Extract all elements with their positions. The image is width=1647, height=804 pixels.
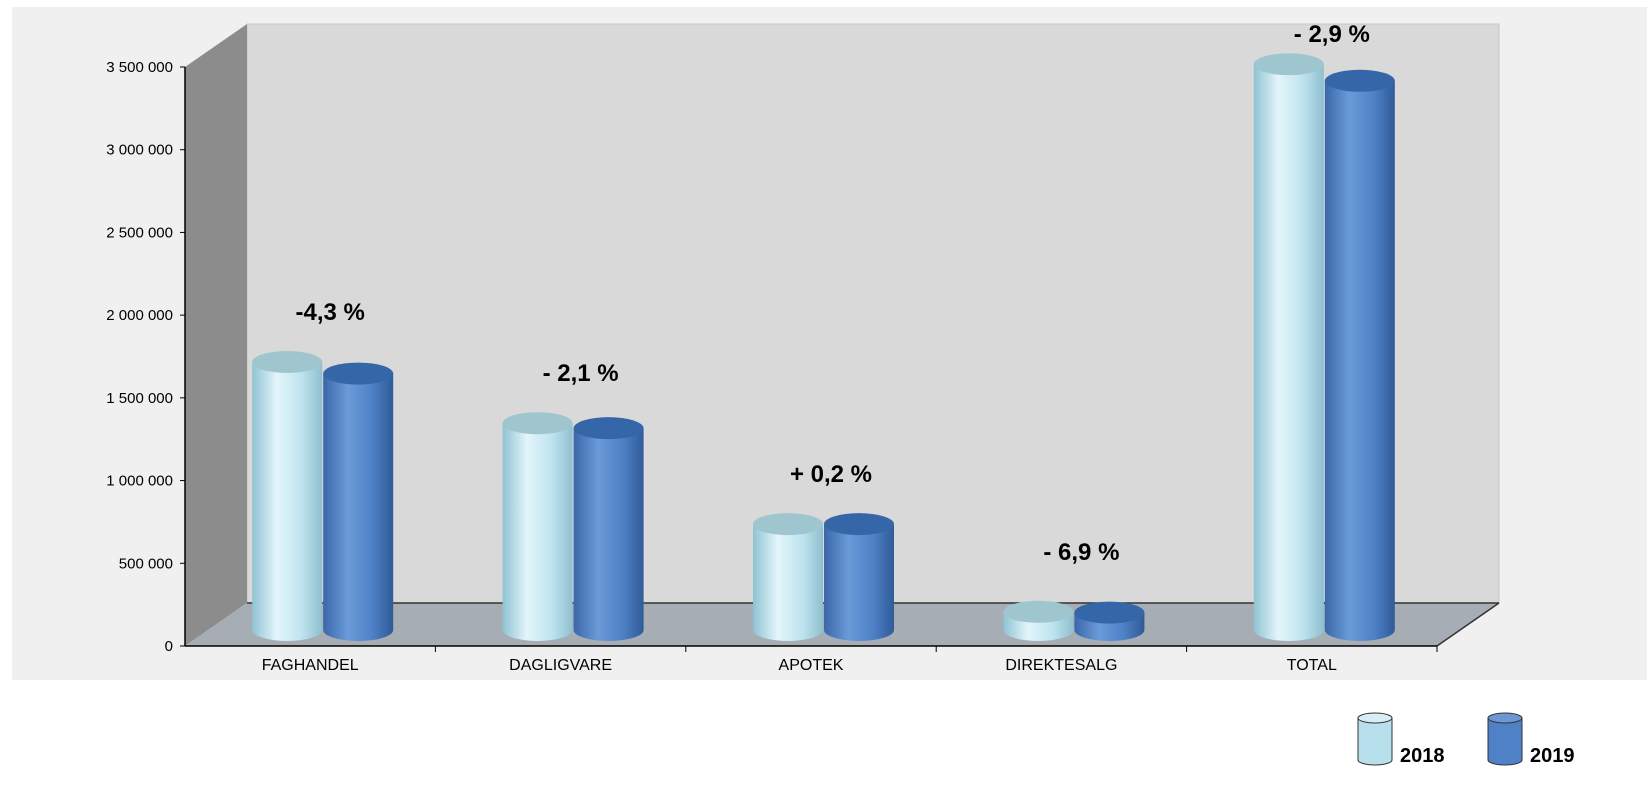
bar-body — [1324, 80, 1395, 641]
legend-swatch — [1487, 717, 1523, 766]
legend-label: 2019 — [1530, 745, 1575, 767]
bar-body — [252, 362, 323, 641]
bar-2018-faghandel — [252, 351, 323, 641]
x-category-label: DIREKTESALG — [1005, 657, 1117, 674]
bar-body — [502, 423, 573, 641]
bar-top — [753, 513, 823, 536]
y-tick-label: 1 000 000 — [106, 473, 173, 490]
bar-2018-apotek — [753, 513, 823, 641]
bar-top — [1074, 601, 1145, 624]
legend-item-2019: 2019 — [1487, 712, 1575, 767]
x-category-label: APOTEK — [779, 657, 844, 674]
y-tick-label: 2 500 000 — [106, 224, 173, 241]
bar-top — [1253, 53, 1324, 76]
y-tick-label: 3 500 000 — [106, 59, 173, 76]
bar-top — [1324, 69, 1395, 92]
side-wall — [185, 24, 247, 646]
bar-2018-dagligvare — [502, 412, 573, 641]
bar-body — [573, 428, 644, 641]
bar-top — [824, 513, 894, 536]
percent-change-label: - 6,9 % — [1043, 539, 1119, 566]
legend-swatch-top — [1357, 712, 1393, 724]
bar-body — [824, 524, 894, 641]
percent-change-label: -4,3 % — [296, 299, 365, 326]
legend-label: 2018 — [1400, 745, 1445, 767]
x-category-label: FAGHANDEL — [262, 657, 359, 674]
bar-top — [573, 417, 644, 440]
bar-body — [323, 373, 394, 641]
bar-top — [252, 351, 323, 374]
y-tick-label: 2 000 000 — [106, 307, 173, 324]
bar-body — [753, 524, 823, 641]
percent-change-label: - 2,1 % — [543, 360, 619, 387]
bar-2018-total — [1253, 53, 1324, 642]
bar-2019-direktesalg — [1074, 601, 1145, 641]
y-tick-label: 500 000 — [119, 555, 173, 572]
floor-right-edge — [1436, 602, 1500, 647]
bar-2019-dagligvare — [573, 417, 644, 641]
percent-change-label: - 2,9 % — [1294, 21, 1370, 48]
y-tick-label: 3 000 000 — [106, 142, 173, 159]
legend-swatch-top — [1487, 712, 1523, 724]
bar-2018-direktesalg — [1003, 600, 1074, 641]
legend-item-2018: 2018 — [1357, 712, 1445, 767]
bar-top — [502, 412, 573, 435]
bar-2019-faghandel — [323, 362, 394, 641]
x-category-label: DAGLIGVARE — [509, 657, 612, 674]
y-tick-label: 0 — [165, 638, 173, 655]
bar-2019-total — [1324, 69, 1395, 641]
x-category-label: TOTAL — [1287, 657, 1337, 674]
bar-top — [323, 362, 394, 385]
bar-top — [1003, 600, 1074, 623]
bar-2019-apotek — [824, 513, 894, 641]
percent-change-label: + 0,2 % — [790, 461, 872, 488]
legend-swatch — [1357, 717, 1393, 766]
bar-body — [1253, 64, 1324, 642]
y-tick-label: 1 500 000 — [106, 390, 173, 407]
